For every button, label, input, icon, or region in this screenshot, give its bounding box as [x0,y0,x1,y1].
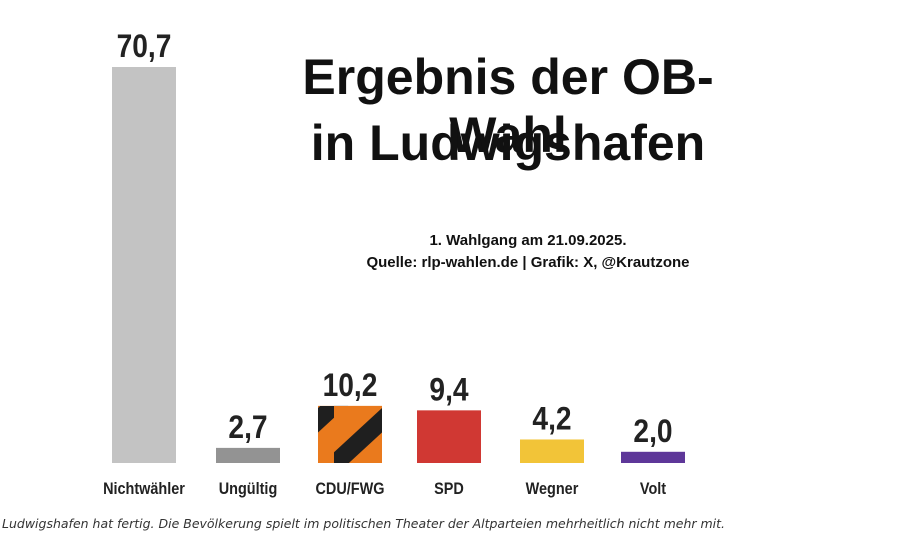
bar-value-label: 2,7 [228,410,267,445]
chart-subtitle-date: 1. Wahlgang am 21.09.2025. [429,232,627,249]
image-caption: Ludwigshafen hat fertig. Die Bevölkerung… [2,516,725,531]
bar-value-label: 9,4 [429,373,468,408]
chart-title-line-1: Ergebnis der OB-Wahl [302,49,714,163]
bar-value-label: 4,2 [532,402,571,437]
category-label: Wegner [526,480,579,498]
bar-spd [417,410,481,463]
category-label: Nichtwähler [103,480,185,498]
bar-volt [621,451,685,463]
chart-title-line-2: in Ludwigshafen [310,115,706,171]
bar-nichtwähler [112,67,176,463]
category-label: CDU/FWG [316,480,385,498]
bar-ungültig [216,447,280,463]
chart-subtitle-source: Quelle: rlp-wahlen.de | Grafik: X, @Krau… [366,254,690,271]
category-label: Volt [640,480,667,498]
bar-wegner [520,439,584,463]
bar-value-label: 2,0 [633,414,672,449]
bar-value-label: 10,2 [323,368,378,403]
bar-value-label: 70,7 [117,29,172,64]
category-label: SPD [434,480,464,498]
bar-cdu-fwg [318,405,382,463]
bar-chart-plot: 70,7 Nichtwähler 2,7 Ungültig 10,2 CDU/FWG 9,4… [103,29,685,498]
chart-figure: 70,7 Nichtwähler 2,7 Ungültig 10,2 CDU/FWG 9,4… [78,0,838,510]
category-label: Ungültig [219,480,278,498]
